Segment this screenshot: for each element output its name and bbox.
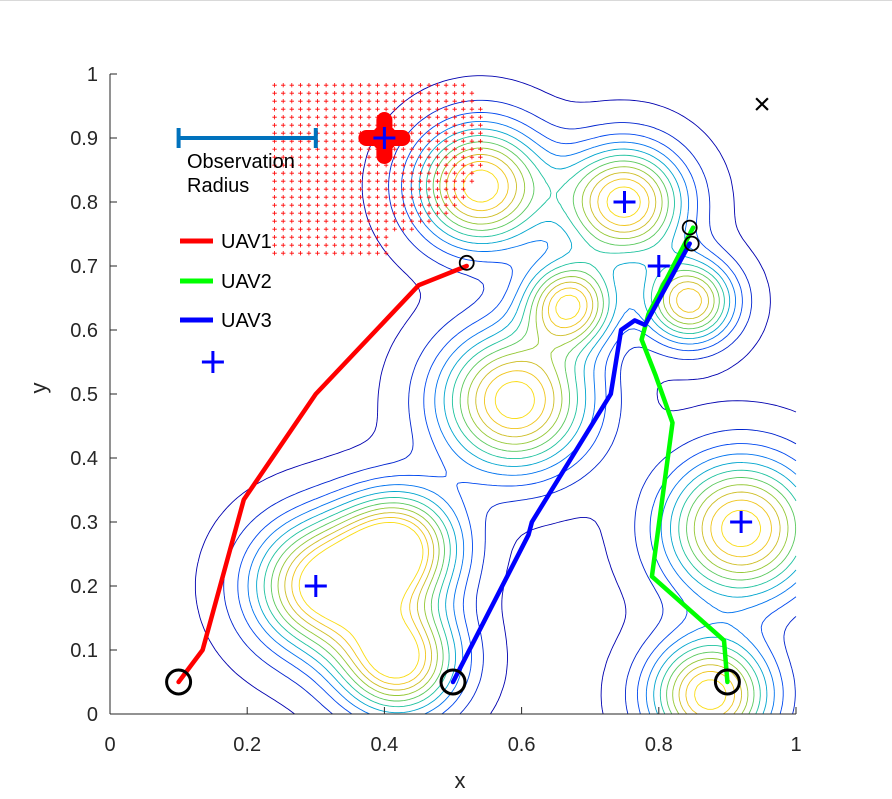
target-plus	[373, 127, 396, 149]
contour-level	[291, 160, 772, 715]
y-tick-label: 0.8	[70, 192, 98, 214]
start-circle	[713, 668, 741, 696]
y-axis-label: y	[26, 383, 51, 394]
x-tick-label: 0.8	[645, 734, 673, 756]
end-circle	[681, 219, 698, 236]
y-tick-label: 0.2	[70, 576, 98, 598]
y-tick-label: 1	[87, 64, 98, 86]
end-circle	[683, 235, 700, 252]
target-markers	[201, 127, 753, 597]
target-plus	[730, 511, 753, 533]
y-tick-label: 0.4	[70, 448, 98, 470]
target-plus	[304, 575, 327, 597]
path-uav2	[639, 225, 730, 685]
y-tick-label: 0.3	[70, 512, 98, 534]
contour-level	[298, 169, 761, 710]
x-tick-label: 0.2	[233, 734, 261, 756]
contour-level	[223, 99, 797, 715]
goal-x-marker: ×	[753, 88, 771, 121]
y-tick-label: 0.5	[70, 384, 98, 406]
start-circle	[439, 668, 467, 696]
y-tick-label: 0.6	[70, 320, 98, 342]
legend-label-uav1: UAV1	[221, 231, 272, 253]
contour-level	[256, 128, 797, 715]
x-tick-label: 0.6	[508, 734, 536, 756]
visited-point-marks	[272, 83, 483, 256]
target-plus	[201, 351, 224, 373]
path-uav1	[176, 263, 469, 685]
end-circle	[458, 254, 475, 271]
y-tick-label: 0.7	[70, 256, 98, 278]
contour-level	[270, 141, 797, 715]
tick-marks: 0 0.2 0.4 0.6 0.8 1 0 0.1 0.2 0.3 0.4 0.5 0.6 0.7 0.8 0…	[70, 64, 801, 756]
contour-level	[277, 147, 789, 715]
y-tick-label: 0	[87, 704, 98, 726]
markers	[165, 219, 741, 696]
x-axis-label: x	[455, 768, 466, 793]
window-top-border	[0, 0, 892, 1]
x-tick-label: 0.4	[370, 734, 398, 756]
contour-level	[263, 135, 797, 715]
path-uav3	[450, 241, 692, 685]
contour-level	[284, 153, 781, 715]
legend-label-uav3: UAV3	[221, 310, 272, 332]
x-tick-label: 0	[104, 734, 115, 756]
legend: UAV1 UAV2 UAV3	[180, 231, 272, 332]
y-tick-label: 0.1	[70, 640, 98, 662]
observation-radius-annotation: Observation Radius	[176, 128, 318, 197]
uav-paths	[176, 225, 730, 685]
observation-radius-label-line1: Observation	[187, 151, 295, 173]
y-tick-label: 0.9	[70, 128, 98, 150]
observation-radius-label-line2: Radius	[187, 175, 249, 197]
x-tick-label: 1	[790, 734, 801, 756]
start-circle	[165, 668, 193, 696]
legend-label-uav2: UAV2	[221, 271, 272, 293]
target-plus	[647, 255, 670, 277]
visited-region-points	[272, 83, 483, 256]
target-plus	[613, 191, 636, 213]
